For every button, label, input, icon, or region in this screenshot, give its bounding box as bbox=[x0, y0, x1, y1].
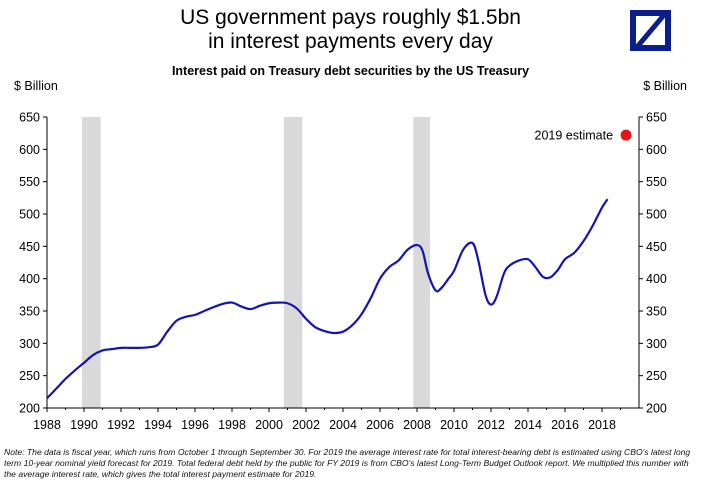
y-tick-label-left-300: 300 bbox=[19, 337, 40, 351]
x-tick-label-1996: 1996 bbox=[181, 418, 209, 432]
chart-title: US government pays roughly $1.5bn in int… bbox=[0, 6, 701, 54]
y-tick-label-left-550: 550 bbox=[19, 175, 40, 189]
x-tick-label-2000: 2000 bbox=[255, 418, 283, 432]
x-tick-label-1992: 1992 bbox=[107, 418, 135, 432]
logo-inner-square bbox=[636, 16, 665, 45]
x-tick-label-2014: 2014 bbox=[514, 418, 542, 432]
x-tick-label-2002: 2002 bbox=[292, 418, 320, 432]
y-tick-label-left-600: 600 bbox=[19, 143, 40, 157]
x-tick-label-2010: 2010 bbox=[440, 418, 468, 432]
y-tick-label-right-250: 250 bbox=[646, 369, 667, 383]
x-tick-label-2016: 2016 bbox=[551, 418, 579, 432]
x-tick-label-1994: 1994 bbox=[144, 418, 172, 432]
y-tick-label-right-650: 650 bbox=[646, 111, 667, 125]
y-tick-label-right-350: 350 bbox=[646, 305, 667, 319]
chart-subtitle: Interest paid on Treasury debt securitie… bbox=[171, 64, 530, 78]
title-line-2: in interest payments every day bbox=[208, 30, 493, 53]
x-tick-label-2018: 2018 bbox=[588, 418, 616, 432]
title-line-1: US government pays roughly $1.5bn bbox=[180, 6, 521, 29]
x-tick-label-2008: 2008 bbox=[403, 418, 431, 432]
y-tick-label-right-500: 500 bbox=[646, 208, 667, 222]
y-tick-label-right-400: 400 bbox=[646, 272, 667, 286]
series-line-1 bbox=[46, 198, 609, 400]
chart-annotations: 2019 estimate bbox=[535, 129, 632, 143]
y-tick-label-left-200: 200 bbox=[19, 402, 40, 416]
y-tick-label-right-550: 550 bbox=[646, 175, 667, 189]
y-tick-label-left-500: 500 bbox=[19, 208, 40, 222]
recession-bands bbox=[82, 117, 430, 408]
right-axis-unit-label: $ Billion bbox=[643, 79, 687, 93]
chart-axes: 200 200 250 250 300 300 350 350 400 400 450 450 500 5… bbox=[19, 111, 667, 433]
y-tick-label-right-300: 300 bbox=[646, 337, 667, 351]
recession-band-1 bbox=[82, 117, 101, 408]
x-tick-label-2004: 2004 bbox=[329, 418, 357, 432]
y-tick-label-left-400: 400 bbox=[19, 272, 40, 286]
y-tick-label-right-200: 200 bbox=[646, 402, 667, 416]
deutsche-bank-logo-icon bbox=[630, 10, 671, 51]
recession-band-3 bbox=[413, 117, 430, 408]
estimate-label-1: 2019 estimate bbox=[535, 129, 614, 143]
x-tick-label-2006: 2006 bbox=[366, 418, 394, 432]
x-tick-label-2012: 2012 bbox=[477, 418, 505, 432]
series-lines bbox=[46, 198, 609, 400]
y-tick-label-left-450: 450 bbox=[19, 240, 40, 254]
x-tick-label-1998: 1998 bbox=[218, 418, 246, 432]
x-tick-label-1990: 1990 bbox=[70, 418, 98, 432]
left-axis-unit-label: $ Billion bbox=[14, 79, 58, 93]
chart-footnote: Note: The data is fiscal year, which run… bbox=[4, 447, 691, 479]
recession-band-2 bbox=[283, 117, 303, 408]
y-tick-label-left-250: 250 bbox=[19, 369, 40, 383]
estimate-marker-1 bbox=[620, 129, 632, 141]
y-tick-label-left-350: 350 bbox=[19, 305, 40, 319]
y-tick-label-left-650: 650 bbox=[19, 111, 40, 125]
y-tick-label-right-600: 600 bbox=[646, 143, 667, 157]
y-tick-label-right-450: 450 bbox=[646, 240, 667, 254]
x-tick-label-1988: 1988 bbox=[33, 418, 61, 432]
